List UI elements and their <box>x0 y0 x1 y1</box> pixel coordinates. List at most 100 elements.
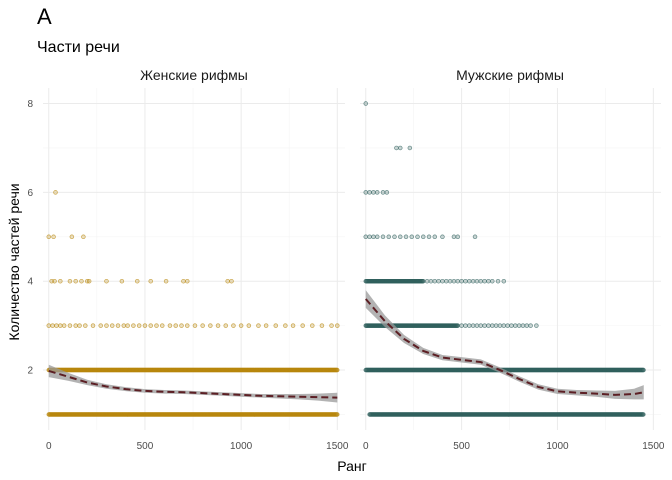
data-point <box>459 278 464 284</box>
data-point <box>455 323 461 328</box>
data-point <box>493 323 499 328</box>
data-point <box>367 234 372 240</box>
data-point <box>474 323 480 328</box>
data-point <box>528 323 533 328</box>
y-tick-label: 8 <box>27 99 33 110</box>
data-point <box>495 278 501 284</box>
data-point <box>223 323 228 328</box>
data-point <box>447 278 453 284</box>
data-point <box>398 145 403 151</box>
data-point <box>131 323 136 328</box>
data-point <box>73 323 78 328</box>
data-point <box>58 323 63 328</box>
data-point <box>238 323 244 328</box>
smooth-trend-line <box>364 298 644 396</box>
data-point <box>363 190 369 195</box>
data-point <box>426 234 432 240</box>
data-point <box>215 323 221 328</box>
data-point <box>490 278 495 284</box>
data-point <box>534 323 539 328</box>
data-point <box>474 278 480 284</box>
data-point <box>54 323 59 328</box>
data-point <box>310 323 315 328</box>
data-point <box>200 323 205 328</box>
data-point <box>273 323 279 328</box>
data-point <box>455 278 461 284</box>
data-point <box>135 278 140 284</box>
data-point <box>497 323 503 328</box>
data-point <box>415 234 420 240</box>
data-point <box>283 323 288 328</box>
data-point <box>319 323 325 328</box>
data-point <box>329 323 334 328</box>
data-point <box>501 278 507 284</box>
data-point <box>436 278 441 284</box>
data-point <box>486 323 491 328</box>
data-point <box>136 323 142 328</box>
data-point <box>125 323 130 328</box>
data-point <box>51 234 56 240</box>
data-point <box>77 323 82 328</box>
data-point <box>490 323 495 328</box>
data-point <box>104 278 109 284</box>
data-point <box>109 323 115 328</box>
data-point <box>256 323 261 328</box>
data-point <box>148 323 153 328</box>
data-point <box>104 323 109 328</box>
data-point <box>179 323 184 328</box>
grid <box>43 88 345 430</box>
data-point <box>192 323 198 328</box>
data-point <box>335 367 340 373</box>
data-point <box>98 323 103 328</box>
data-point <box>371 234 376 240</box>
data-point <box>432 234 438 240</box>
data-point <box>167 323 173 328</box>
data-point <box>472 234 478 240</box>
data-point <box>421 278 426 284</box>
data-point <box>363 101 369 106</box>
data-point <box>67 278 73 284</box>
data-point <box>173 323 178 328</box>
data-point <box>421 234 426 240</box>
data-point <box>335 412 340 417</box>
data-point <box>225 278 230 284</box>
chart-title: Части речи <box>37 39 120 56</box>
data-point <box>392 234 397 240</box>
data-point <box>459 323 464 328</box>
data-point <box>181 278 186 284</box>
data-point <box>246 323 252 328</box>
data-point <box>363 234 369 240</box>
data-point <box>67 323 73 328</box>
data-point <box>641 412 646 417</box>
data-point <box>467 323 472 328</box>
data-point <box>371 190 376 195</box>
data-point <box>86 278 92 284</box>
data-point <box>513 323 518 328</box>
data-point <box>482 278 487 284</box>
x-tick-label: 1000 <box>230 441 253 452</box>
data-point <box>440 234 445 240</box>
data-point <box>482 323 487 328</box>
data-point <box>403 234 409 240</box>
data-point <box>263 323 269 328</box>
data-point <box>290 323 296 328</box>
data-point <box>440 278 445 284</box>
data-point <box>367 190 372 195</box>
data-point <box>148 278 153 284</box>
chart-tag: A <box>37 4 52 29</box>
data-point <box>451 278 457 284</box>
data-point <box>641 367 646 373</box>
data-point <box>424 278 430 284</box>
grid <box>360 88 661 430</box>
data-point <box>79 278 84 284</box>
data-point <box>380 190 386 195</box>
data-point <box>451 234 457 240</box>
data-point <box>432 278 438 284</box>
data-point <box>463 278 468 284</box>
data-point <box>516 323 522 328</box>
x-tick-label: 1500 <box>326 441 349 452</box>
data-point <box>208 323 213 328</box>
data-point <box>300 323 305 328</box>
panel-strip-label: Женские рифмы <box>140 67 248 83</box>
